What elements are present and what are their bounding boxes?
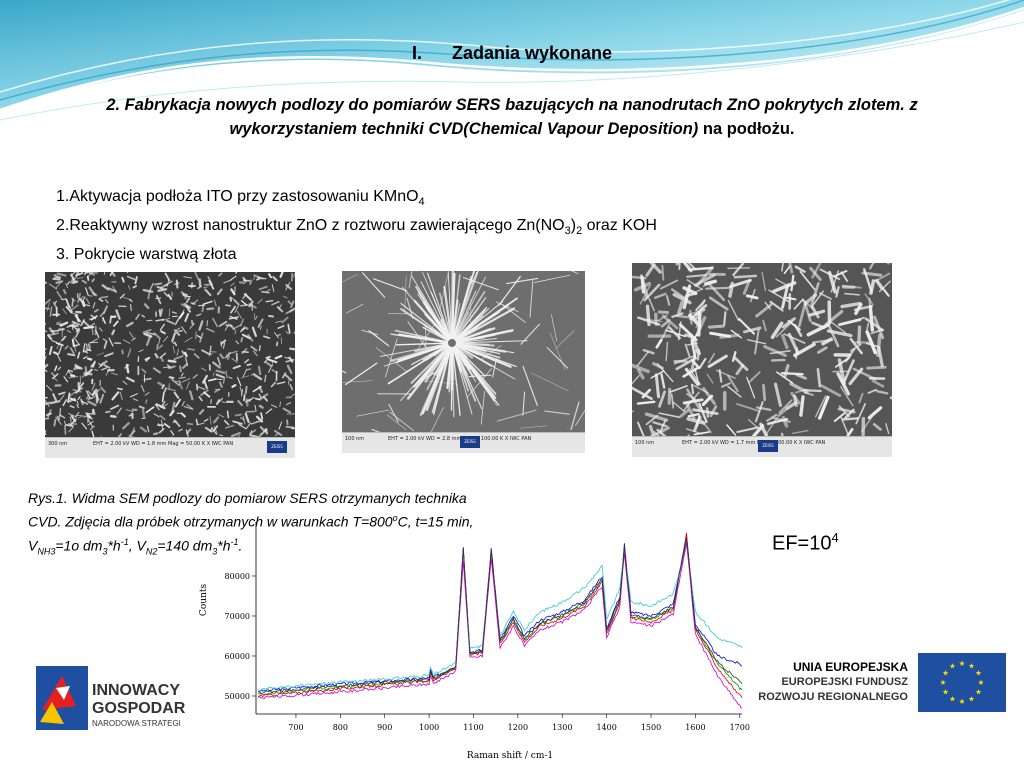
- x-tick-label: 1100: [463, 723, 483, 732]
- zeiss-logo-icon: ZEISS: [267, 441, 287, 453]
- caption-line-3: VNH3=1o dm3*h-1, VN2=140 dm3*h-1.: [28, 536, 243, 557]
- section-title: Zadania wykonane: [451, 43, 613, 63]
- caption-line-1: Rys.1. Widma SEM podlozy do pomiarow SER…: [28, 490, 467, 506]
- y-tick-label: 70000: [225, 612, 250, 621]
- eu-star-icon: [949, 663, 956, 669]
- sem-image-3: 100 nm EHT = 2.00 kV WD = 1.7 mm Mag = 1…: [632, 263, 892, 457]
- sem-texture-1: [45, 272, 295, 438]
- y-axis-label: Counts: [199, 584, 209, 617]
- step-1: 1.Aktywacja podłoża ITO przy zastosowani…: [56, 188, 425, 209]
- eu-star-icon: [942, 670, 949, 676]
- sem-texture-3: [632, 263, 892, 437]
- step-3: 3. Pokrycie warstwą złota: [56, 246, 237, 264]
- spectrum-series-6: [258, 537, 743, 694]
- eu-star-icon: [959, 698, 965, 704]
- zeiss-logo-icon: ZEISS: [758, 440, 778, 452]
- eu-star-icon: [975, 670, 982, 676]
- spectrum-series-5: [258, 541, 743, 709]
- sem-3-scale-label: 100 nm: [635, 440, 655, 446]
- eu-text: UNIA EUROPEJSKA EUROPEJSKI FUNDUSZ ROZWO…: [758, 660, 908, 705]
- sem-1-info: EHT = 2.00 kV WD = 1.8 mm Mag = 50.00 K …: [93, 441, 234, 447]
- innowacyjna-gospodarka-logo: INNOWACY GOSPODAR NARODOWA STRATEGI: [30, 660, 190, 740]
- sem-2-scalebar: 100 nm EHT = 2.00 kV WD = 2.8 mm Mag = 1…: [342, 432, 585, 453]
- step-2: 2.Reaktywny wzrost nanostruktur ZnO z ro…: [56, 217, 657, 238]
- x-tick-label: 1300: [552, 723, 572, 732]
- eu-line-2: EUROPEJSKI FUNDUSZ: [781, 676, 908, 688]
- x-tick-label: 1200: [508, 723, 528, 732]
- figure-caption: Rys.1. Widma SEM podlozy do pomiarow SER…: [28, 488, 638, 561]
- eu-star-icon: [959, 660, 965, 666]
- eu-star-icon: [968, 663, 975, 669]
- ig-line-1: INNOWACY: [92, 682, 180, 699]
- steps-list: 1.Aktywacja podłoża ITO przy zastosowani…: [56, 185, 657, 267]
- x-axis-label: Raman shift / cm-1: [467, 751, 553, 761]
- subtitle-number: 2: [106, 96, 116, 114]
- x-tick-label: 1600: [685, 723, 705, 732]
- sem-image-1: 300 nm EHT = 2.00 kV WD = 1.8 mm Mag = 5…: [45, 272, 295, 458]
- x-tick-label: 900: [377, 723, 392, 732]
- ig-line-2: GOSPODAR: [92, 700, 186, 717]
- subtitle-tail: na podłożu.: [698, 120, 795, 138]
- eu-star-icon: [975, 689, 982, 695]
- eu-star-icon: [942, 689, 949, 695]
- x-tick-label: 700: [288, 723, 303, 732]
- eu-line-3: ROZWOJU REGIONALNEGO: [758, 691, 908, 703]
- x-tick-label: 800: [333, 723, 348, 732]
- y-tick-label: 60000: [225, 652, 250, 661]
- raman-chart: 700 800 900 1000 1100 1200 1300 1400 1500 1600 170…: [190, 482, 780, 768]
- eu-star-icon: [949, 695, 956, 702]
- eu-flag-icon: [918, 653, 1006, 712]
- header-banner: [0, 0, 1024, 121]
- ig-line-3: NARODOWA STRATEGI: [92, 719, 181, 728]
- section-heading: I. Zadania wykonane: [0, 43, 1024, 64]
- x-tick-label: 1400: [596, 723, 616, 732]
- eu-star-icon: [978, 679, 984, 685]
- sem-2-scale-label: 100 nm: [345, 436, 365, 442]
- y-tick-label: 50000: [225, 692, 250, 701]
- sem-image-2: 100 nm EHT = 2.00 kV WD = 2.8 mm Mag = 1…: [342, 271, 585, 453]
- sem-2-info: EHT = 2.00 kV WD = 2.8 mm Mag = 100.00 K…: [388, 436, 532, 442]
- zeiss-logo-icon: ZEISS: [460, 436, 480, 448]
- y-tick-label: 80000: [225, 572, 250, 581]
- eu-line-1: UNIA EUROPEJSKA: [793, 660, 908, 674]
- enhancement-factor: EF=104: [772, 530, 839, 555]
- x-tick-label: 1000: [419, 723, 439, 732]
- sem-3-scalebar: 100 nm EHT = 2.00 kV WD = 1.7 mm Mag = 1…: [632, 436, 892, 457]
- ig-logo-icon: [36, 666, 88, 730]
- eu-star-icon: [940, 679, 946, 685]
- section-number: I.: [411, 43, 422, 63]
- caption-line-2: CVD. Zdjęcia dla próbek otrzymanych w wa…: [28, 513, 474, 530]
- sem-3-info: EHT = 2.00 kV WD = 1.7 mm Mag = 100.00 K…: [682, 440, 826, 446]
- sem-1-scale-label: 300 nm: [48, 441, 68, 447]
- task-subtitle: 2. Fabrykacja nowych podlozy do pomiarów…: [60, 93, 964, 141]
- x-tick-label: 1500: [641, 723, 661, 732]
- x-tick-label: 1700: [730, 723, 750, 732]
- sem-1-scalebar: 300 nm EHT = 2.00 kV WD = 1.8 mm Mag = 5…: [45, 437, 295, 458]
- subtitle-main: . Fabrykacja nowych podlozy do pomiarów …: [115, 96, 918, 138]
- eu-star-icon: [968, 695, 975, 702]
- sem-texture-2: [342, 271, 585, 433]
